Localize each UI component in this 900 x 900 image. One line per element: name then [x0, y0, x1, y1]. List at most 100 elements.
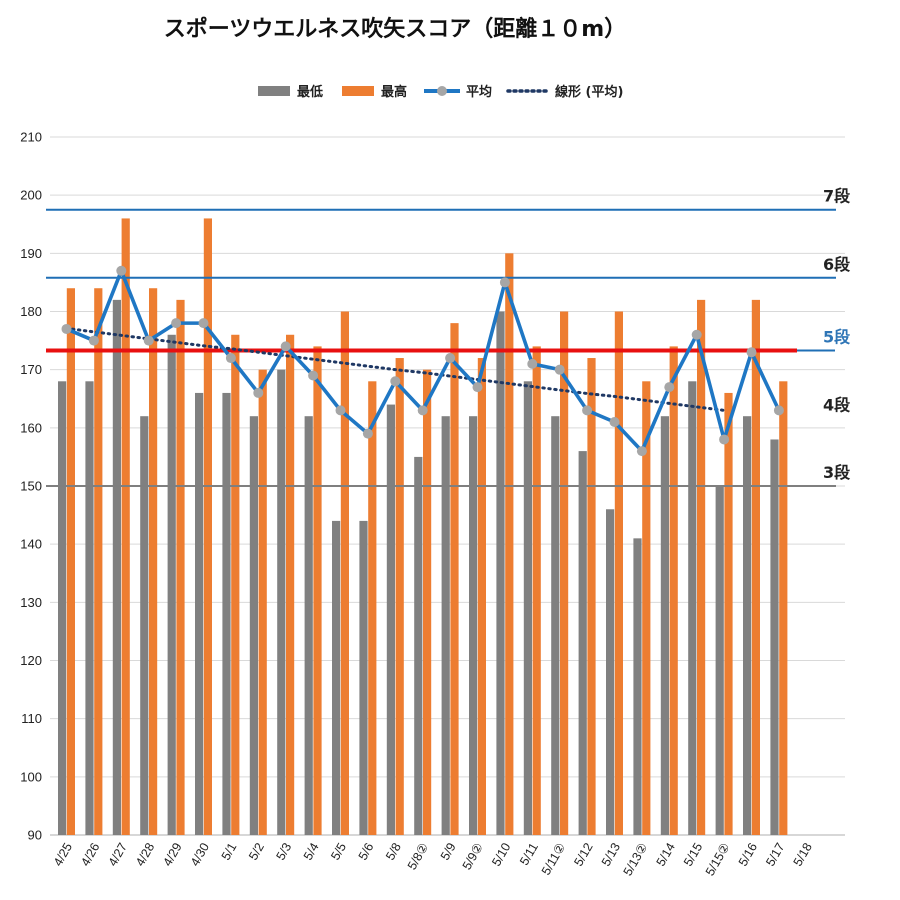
- bar-max: [368, 381, 377, 835]
- average-point: [636, 446, 647, 457]
- bar-max: [779, 381, 788, 835]
- bar-min: [606, 509, 615, 835]
- average-point: [472, 382, 483, 393]
- average-point: [664, 382, 675, 393]
- y-tick-label: 210: [20, 130, 42, 145]
- bar-max: [477, 358, 486, 835]
- bar-min: [167, 334, 176, 835]
- average-point: [609, 417, 620, 428]
- trendline-path: [65, 326, 726, 412]
- bar-min: [578, 451, 587, 835]
- y-tick-label: 120: [20, 653, 42, 668]
- bar-max: [505, 253, 514, 836]
- x-tick-label: 5/2: [246, 840, 267, 862]
- reference-label: 4段: [823, 396, 851, 415]
- bar-max: [751, 299, 760, 835]
- bar-min: [688, 381, 697, 835]
- bar-min: [551, 416, 560, 835]
- average-point: [719, 434, 730, 445]
- bar-min: [633, 538, 642, 835]
- x-tick-label: 5/15: [681, 840, 705, 868]
- average-point: [253, 387, 264, 398]
- bar-min: [359, 520, 368, 835]
- bar-max: [94, 288, 103, 835]
- bar-max: [149, 288, 158, 835]
- x-tick-label: 5/17: [763, 840, 787, 868]
- x-tick-label: 4/29: [160, 840, 184, 868]
- legend-swatch-min: [258, 86, 290, 96]
- average-point: [116, 265, 127, 276]
- bar-max: [231, 334, 240, 835]
- y-tick-label: 160: [20, 420, 42, 435]
- y-tick-label: 130: [20, 595, 42, 610]
- x-tick-label: 5/9: [438, 840, 459, 862]
- average-point: [746, 347, 757, 358]
- x-tick-label: 5/13②: [621, 841, 651, 879]
- bar-max: [121, 218, 130, 835]
- bar-max: [587, 358, 596, 835]
- bar-max: [697, 299, 706, 835]
- x-tick-label: 5/13: [599, 840, 623, 868]
- y-tick-label: 150: [20, 479, 42, 494]
- average-point: [280, 341, 291, 352]
- bar-max: [66, 288, 75, 835]
- x-tick-label: 5/1: [219, 840, 240, 862]
- average-point: [143, 335, 154, 346]
- legend-marker-avg: [437, 86, 447, 96]
- bar-max: [614, 311, 623, 835]
- bars: [58, 218, 788, 836]
- average-point: [773, 405, 784, 416]
- legend-label-trend: 線形 (平均): [555, 84, 623, 100]
- bar-min: [58, 381, 67, 835]
- bar-min: [469, 416, 478, 835]
- x-tick-label: 5/5: [328, 840, 349, 862]
- x-tick-label: 5/10: [489, 840, 513, 868]
- bar-min: [386, 404, 395, 835]
- average-point: [61, 323, 72, 334]
- bar-min: [441, 416, 450, 835]
- trendline: [65, 326, 726, 412]
- average-line: [61, 265, 784, 457]
- y-axis-ticks: 90 100 110 120 130 140 150 160 170 180 190 200 210: [20, 130, 42, 843]
- bar-min: [660, 416, 669, 835]
- x-tick-label: 4/27: [106, 840, 130, 868]
- bar-max: [258, 369, 267, 835]
- average-point: [88, 335, 99, 346]
- legend-label-avg: 平均: [466, 84, 492, 100]
- bar-max: [203, 218, 212, 835]
- legend: 最低 最高 平均 線形 (平均): [258, 84, 623, 100]
- bar-min: [523, 381, 532, 835]
- x-tick-label: 5/9②: [460, 841, 486, 873]
- x-tick-label: 5/16: [736, 840, 760, 868]
- x-tick-label: 5/6: [356, 840, 377, 862]
- bar-max: [450, 323, 459, 835]
- bar-min: [715, 486, 724, 835]
- bar-min: [414, 456, 423, 835]
- legend-label-max: 最高: [381, 84, 407, 100]
- reference-label: 5段: [823, 327, 851, 346]
- bar-max: [395, 358, 404, 835]
- x-tick-label: 5/8②: [405, 841, 431, 873]
- average-point: [582, 405, 593, 416]
- reference-label: 7段: [823, 187, 851, 206]
- bar-max: [313, 346, 322, 835]
- bar-min: [112, 299, 121, 835]
- reference-labels: 7段 6段 5段 4段 3段: [823, 187, 851, 482]
- bar-min: [770, 439, 779, 835]
- chart-title: スポーツウエルネス吹矢スコア（距離１０m）: [164, 16, 627, 42]
- bar-max: [560, 311, 569, 835]
- average-point: [390, 376, 401, 387]
- x-tick-label: 5/3: [273, 840, 294, 862]
- bar-min: [140, 416, 149, 835]
- bar-max: [642, 381, 651, 835]
- bar-max: [340, 311, 349, 835]
- reference-lines: [46, 208, 836, 487]
- bar-max: [532, 346, 541, 835]
- y-tick-label: 170: [20, 362, 42, 377]
- bar-min: [85, 381, 94, 835]
- average-point: [527, 358, 538, 369]
- x-tick-label: 5/18: [791, 840, 815, 868]
- y-tick-label: 100: [20, 769, 42, 784]
- x-tick-label: 5/12: [571, 840, 595, 868]
